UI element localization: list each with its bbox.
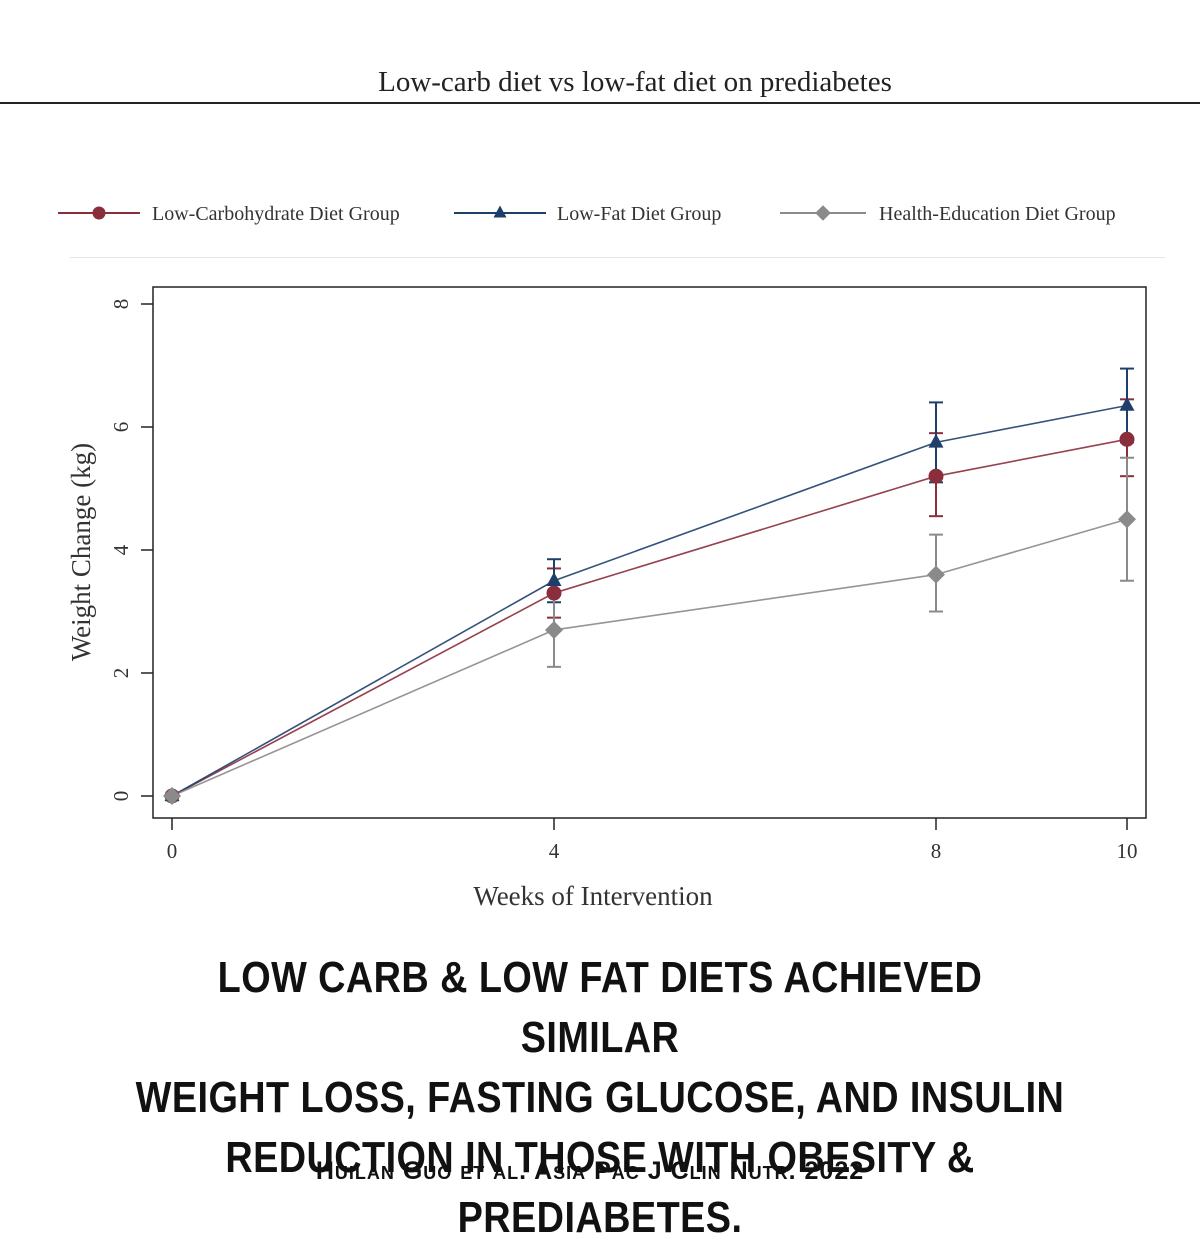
chart-axes: 0 2 4 6 8 0 4 8 10 [109,299,1138,863]
x-axis-label: Weeks of Intervention [473,881,713,911]
data-point [1118,510,1136,529]
data-point [928,433,944,448]
data-point [928,468,944,484]
x-tick-label: 8 [931,839,942,863]
legend-item: Low-Carbohydrate Diet Group [58,203,400,225]
caption-line: Low carb & low fat diets achieved simila… [217,953,983,1062]
data-point [927,565,945,584]
legend-label: Health-Education Diet Group [879,203,1116,225]
data-point [546,572,562,586]
x-tick-label: 4 [549,839,560,863]
data-point [546,585,562,601]
series-line [171,404,1128,797]
series-line [171,438,1128,797]
legend-marker [815,205,831,221]
x-tick-label: 0 [167,839,178,863]
y-tick-label: 6 [109,422,133,433]
caption: Low carb & low fat diets achieved simila… [136,948,1065,1248]
y-tick-label: 4 [109,544,133,555]
weight-change-chart: Low-Carbohydrate Diet Group Low-Fat Diet … [58,203,1147,911]
citation: Huilan Guo et al. Asia Pac J Clin Nutr. … [315,1157,865,1185]
y-tick-label: 2 [109,668,133,679]
y-axis-label: Weight Change (kg) [66,443,96,661]
chart-legend: Low-Carbohydrate Diet Group Low-Fat Diet … [58,203,1116,225]
plot-area [152,286,1147,819]
data-point [545,620,563,639]
legend-item: Low-Fat Diet Group [454,203,721,225]
legend-divider [70,257,1165,258]
legend-item: Health-Education Diet Group [780,203,1116,225]
y-tick-label: 8 [109,299,133,310]
title-divider [0,102,1200,104]
data-point [1119,431,1135,447]
caption-line: reduction in those with obesity & predia… [225,1133,975,1242]
caption-line: weight loss, fasting glucose, and insuli… [135,1073,1065,1122]
legend-marker [493,205,507,218]
chart-series [163,367,1136,805]
legend-label: Low-Fat Diet Group [557,203,721,225]
legend-marker [92,206,106,220]
series-line [171,518,1128,797]
y-tick-label: 0 [109,791,133,802]
legend-label: Low-Carbohydrate Diet Group [152,203,400,225]
page-title: Low-carb diet vs low-fat diet on prediab… [378,66,892,98]
data-point [163,787,181,805]
data-point [1119,396,1135,411]
x-tick-label: 10 [1117,839,1138,863]
